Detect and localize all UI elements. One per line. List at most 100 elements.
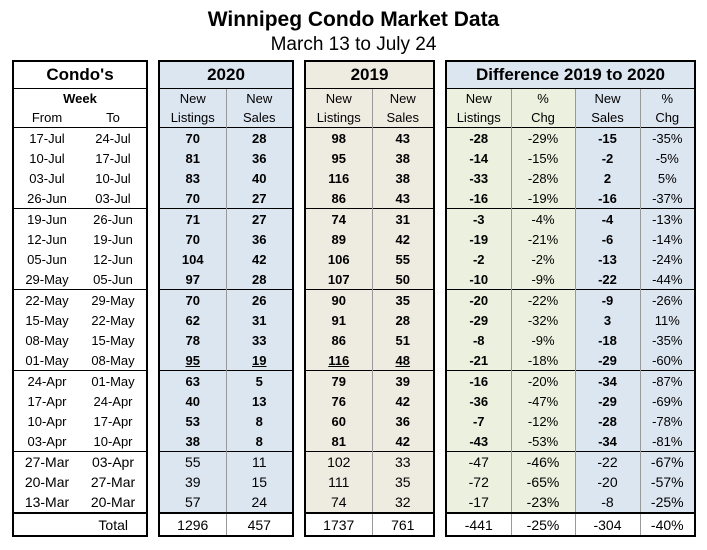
- cell-sales-2020: 15: [225, 472, 294, 492]
- gap-cell: [434, 431, 446, 452]
- cell-to: 20-Mar: [80, 492, 148, 513]
- cell-pct-listings: -23%: [510, 492, 575, 513]
- cell-pct-listings: -21%: [510, 229, 575, 249]
- cell-sales-2019: 33: [371, 451, 435, 472]
- cell-to: 08-May: [80, 350, 148, 371]
- cell-to: 03-Apr: [80, 451, 148, 472]
- total-pct-listings: -25%: [510, 512, 575, 537]
- cell-diff-listings: -10: [445, 269, 511, 290]
- cell-from: 20-Mar: [12, 472, 80, 492]
- cell-from: 24-Apr: [12, 370, 80, 391]
- cell-listings-2019: 74: [304, 208, 372, 229]
- cell-pct-listings: -28%: [510, 168, 575, 188]
- header-2020: 2020: [158, 60, 294, 89]
- gap-cell: [434, 188, 446, 209]
- cell-pct-sales: -69%: [639, 391, 696, 411]
- header-diff-new-sales: New: [574, 88, 640, 108]
- page-subtitle: March 13 to July 24: [270, 34, 437, 55]
- cell-listings-2019: 81: [304, 431, 372, 452]
- gap-cell: [147, 148, 159, 168]
- gap-cell: [147, 431, 159, 452]
- cell-listings-2020: 53: [158, 411, 226, 431]
- cell-to: 29-May: [80, 289, 148, 310]
- total-diff-listings: -441: [445, 512, 511, 537]
- cell-pct-sales: -14%: [639, 229, 696, 249]
- cell-to: 10-Apr: [80, 431, 148, 452]
- gap-cell: [147, 451, 159, 472]
- gap-cell: [293, 127, 305, 148]
- gap-cell: [293, 472, 305, 492]
- gap-cell: [293, 269, 305, 290]
- total-listings-2020: 1296: [158, 512, 226, 537]
- header-week: Week: [12, 88, 148, 108]
- cell-listings-2019: 111: [304, 472, 372, 492]
- header-new-sales-2020: New: [225, 88, 294, 108]
- cell-sales-2020: 36: [225, 229, 294, 249]
- gap-cell: [147, 188, 159, 209]
- cell-pct-sales: -78%: [639, 411, 696, 431]
- gap-cell: [434, 370, 446, 391]
- cell-diff-sales: -34: [574, 431, 640, 452]
- gap-cell: [147, 370, 159, 391]
- cell-pct-sales: -60%: [639, 350, 696, 371]
- cell-diff-sales: -8: [574, 492, 640, 513]
- cell-pct-sales: -44%: [639, 269, 696, 290]
- cell-sales-2019: 50: [371, 269, 435, 290]
- cell-sales-2019: 32: [371, 492, 435, 513]
- cell-sales-2019: 31: [371, 208, 435, 229]
- cell-from: 17-Jul: [12, 127, 80, 148]
- cell-diff-listings: -8: [445, 330, 511, 350]
- cell-pct-listings: -19%: [510, 188, 575, 209]
- cell-to: 15-May: [80, 330, 148, 350]
- cell-sales-2019: 36: [371, 411, 435, 431]
- cell-listings-2020: 83: [158, 168, 226, 188]
- cell-listings-2020: 104: [158, 249, 226, 269]
- cell-sales-2020: 19: [225, 350, 294, 371]
- cell-pct-sales: 5%: [639, 168, 696, 188]
- cell-diff-listings: -14: [445, 148, 511, 168]
- cell-from: 03-Apr: [12, 431, 80, 452]
- table-row: 03-Jul 10-Jul 83 40 116 38 -33 -28% 2 5%: [12, 168, 696, 188]
- gap-cell: [293, 451, 305, 472]
- cell-diff-listings: -33: [445, 168, 511, 188]
- cell-listings-2019: 95: [304, 148, 372, 168]
- gap-cell: [293, 310, 305, 330]
- cell-listings-2019: 76: [304, 391, 372, 411]
- gap-cell: [293, 431, 305, 452]
- gap-cell: [434, 492, 446, 513]
- cell-sales-2020: 33: [225, 330, 294, 350]
- cell-listings-2019: 116: [304, 350, 372, 371]
- gap-cell: [434, 269, 446, 290]
- cell-diff-listings: -29: [445, 310, 511, 330]
- gap-cell: [293, 188, 305, 209]
- cell-from: 03-Jul: [12, 168, 80, 188]
- cell-sales-2019: 42: [371, 431, 435, 452]
- cell-diff-sales: -2: [574, 148, 640, 168]
- cell-diff-listings: -28: [445, 127, 511, 148]
- header-new-listings-2020: New: [158, 88, 226, 108]
- cell-to: 22-May: [80, 310, 148, 330]
- cell-diff-sales: -16: [574, 188, 640, 209]
- cell-pct-sales: -37%: [639, 188, 696, 209]
- table-row: 05-Jun 12-Jun 104 42 106 55 -2 -2% -13 -24%: [12, 249, 696, 269]
- table-row: 17-Jul 24-Jul 70 28 98 43 -28 -29% -15 -35%: [12, 127, 696, 148]
- cell-to: 17-Jul: [80, 148, 148, 168]
- cell-sales-2020: 40: [225, 168, 294, 188]
- header-sales-2019: Sales: [371, 108, 435, 128]
- gap-cell: [434, 208, 446, 229]
- cell-diff-sales: 2: [574, 168, 640, 188]
- cell-listings-2020: 95: [158, 350, 226, 371]
- gap-cell: [293, 168, 305, 188]
- cell-sales-2020: 28: [225, 269, 294, 290]
- cell-diff-listings: -20: [445, 289, 511, 310]
- cell-diff-listings: -72: [445, 472, 511, 492]
- cell-diff-listings: -16: [445, 188, 511, 209]
- gap-cell: [293, 148, 305, 168]
- gap-cell: [147, 208, 159, 229]
- cell-diff-listings: -21: [445, 350, 511, 371]
- cell-to: 12-Jun: [80, 249, 148, 269]
- cell-diff-listings: -19: [445, 229, 511, 249]
- cell-diff-sales: -4: [574, 208, 640, 229]
- table-row: 03-Apr 10-Apr 38 8 81 42 -43 -53% -34 -81%: [12, 431, 696, 452]
- gap-cell: [147, 289, 159, 310]
